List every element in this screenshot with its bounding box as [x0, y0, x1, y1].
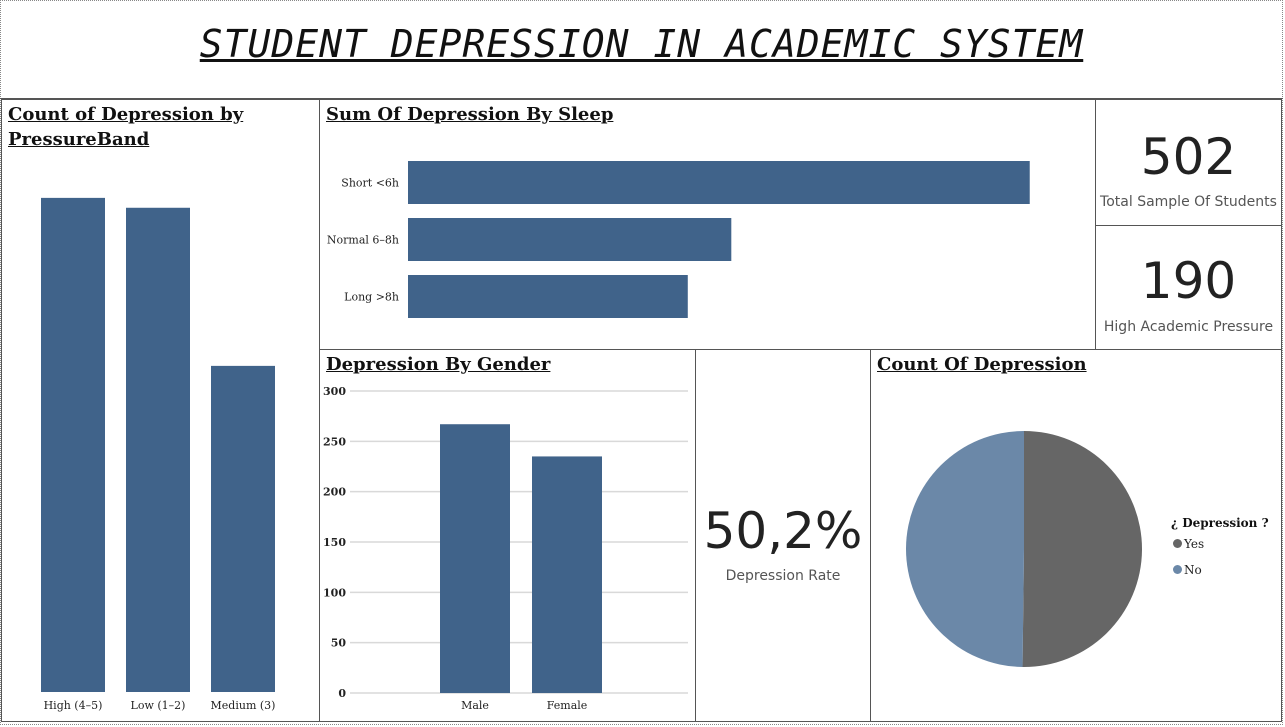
gender-title: Depression By Gender	[326, 354, 551, 375]
y-tick-label: 250	[323, 435, 346, 448]
page-title: STUDENT DEPRESSION IN ACADEMIC SYSTEM	[199, 22, 1084, 66]
gender-chart: 0 50 100 150 200 250 300 Male Female	[323, 385, 688, 712]
bar	[408, 161, 1030, 204]
depression-pie-chart	[906, 431, 1143, 667]
high-pressure-card: 190 High Academic Pressure	[1095, 225, 1282, 350]
x-tick-label: High (4–5)	[44, 699, 103, 712]
x-tick-label: Low (1–2)	[131, 699, 186, 712]
legend-yes-swatch	[1173, 539, 1182, 548]
title-bar: STUDENT DEPRESSION IN ACADEMIC SYSTEM	[0, 0, 1283, 99]
depression-rate-label: Depression Rate	[725, 568, 841, 584]
bar	[440, 424, 510, 693]
x-tick-label: Male	[461, 699, 489, 712]
sleep-panel: Sum Of Depression By Sleep Short <6h Norm…	[319, 99, 1096, 350]
total-students-card: 502 Total Sample Of Students	[1095, 99, 1282, 226]
bar	[408, 218, 732, 261]
legend-yes-label: Yes	[1184, 537, 1205, 551]
gender-panel: Depression By Gender 0 50 100 150 200 250 300 M…	[319, 349, 696, 722]
total-students-value: 502	[1140, 128, 1237, 186]
total-students-label: Total Sample Of Students	[1100, 194, 1277, 210]
high-pressure-value: 190	[1140, 252, 1237, 310]
bar	[126, 207, 190, 692]
depression-rate-card: 50,2% Depression Rate	[695, 349, 871, 722]
x-tick-label: Medium (3)	[211, 699, 276, 712]
high-pressure-label: High Academic Pressure	[1103, 319, 1274, 335]
y-tick-label: 300	[323, 385, 346, 398]
bar	[41, 197, 105, 692]
bar	[408, 275, 688, 318]
legend-no-label: No	[1184, 563, 1202, 577]
y-tick-label: Long >8h	[344, 291, 399, 304]
sleep-title: Sum Of Depression By Sleep	[326, 104, 614, 125]
depression-rate-value: 50,2%	[703, 502, 863, 560]
pressure-band-title: Count of Depression by PressureBand	[8, 104, 244, 150]
y-tick-label: Short <6h	[341, 177, 399, 190]
bar	[211, 365, 275, 692]
y-tick-label: 100	[323, 586, 346, 599]
y-tick-label: 200	[323, 486, 346, 499]
pie-slice	[1022, 431, 1143, 667]
y-tick-label: 0	[338, 687, 346, 700]
y-tick-label: 150	[323, 536, 346, 549]
y-tick-label: Normal 6–8h	[327, 234, 399, 247]
depression-count-panel: Count Of Depression ¿ Depression ? Yes N…	[870, 349, 1282, 722]
pie-slice	[906, 431, 1024, 667]
legend-no-swatch	[1173, 565, 1182, 574]
pressure-band-panel: Count of Depression by PressureBand High…	[1, 99, 320, 722]
pressure-band-chart: High (4–5) Low (1–2) Medium (3)	[41, 197, 276, 712]
bar	[532, 456, 602, 693]
pie-legend-title: ¿ Depression ?	[1171, 516, 1269, 530]
sleep-chart: Short <6h Normal 6–8h Long >8h	[327, 161, 1030, 318]
depression-count-title: Count Of Depression	[877, 354, 1087, 375]
y-tick-label: 50	[331, 637, 347, 650]
pie-legend-no: No	[1173, 563, 1202, 577]
pie-legend-yes: Yes	[1173, 537, 1204, 551]
x-tick-label: Female	[547, 699, 588, 712]
